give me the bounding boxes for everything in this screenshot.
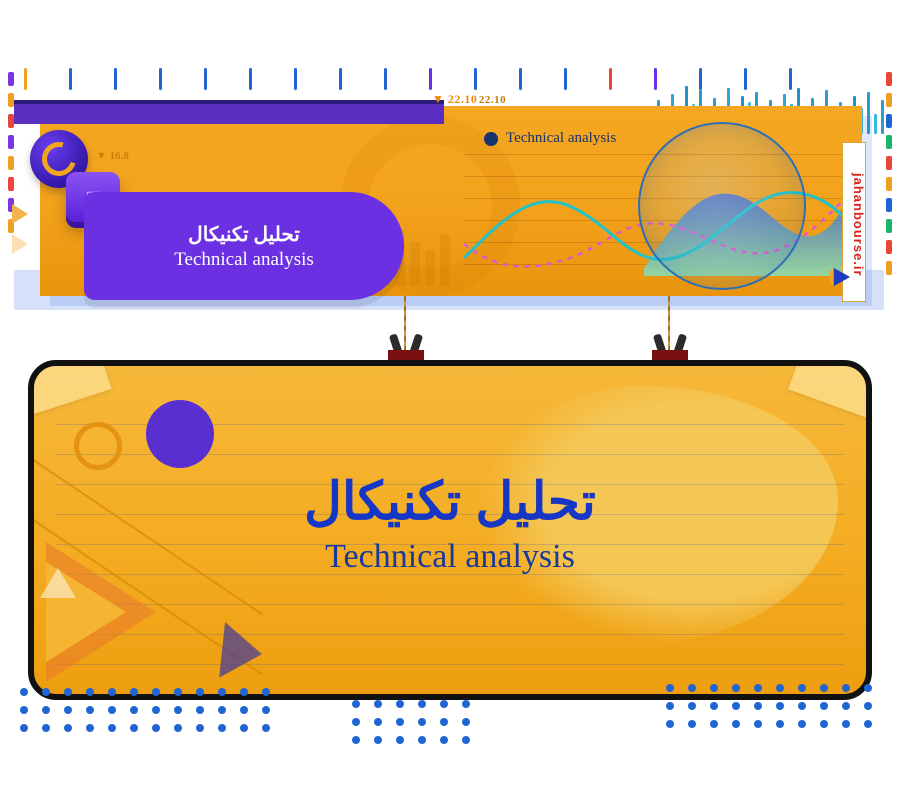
purple-header-bar xyxy=(14,100,444,124)
chart-label: Technical analysis xyxy=(484,130,616,147)
note-title: تحلیل تکنیکال Technical analysis xyxy=(34,472,866,576)
chart-label-dot-icon xyxy=(484,132,498,146)
top-banner-card: ▼ 22.10 22.10 ▼ 16.8 ▣ تحلیل تکنیکال Tec… xyxy=(40,106,862,296)
ticker-main: ▼ 22.10 22.10 xyxy=(432,92,506,107)
title-en: Technical analysis xyxy=(174,249,314,271)
note-card-frame: تحلیل تکنیکال Technical analysis xyxy=(28,360,872,700)
tape-icon xyxy=(28,360,112,417)
dot-grid-mid xyxy=(352,700,474,744)
dot-grid-left xyxy=(20,688,274,732)
deco-triangle-icon xyxy=(12,204,28,224)
note-title-en: Technical analysis xyxy=(34,538,866,576)
blue-triangle-icon xyxy=(219,622,265,682)
outline-circle-icon xyxy=(74,422,122,470)
tape-icon xyxy=(788,360,872,420)
title-callout: تحلیل تکنیکال Technical analysis xyxy=(84,192,404,300)
ticker-secondary: ▼ 16.8 xyxy=(96,150,129,162)
title-fa: تحلیل تکنیکال xyxy=(188,222,300,247)
chart-panel: Technical analysis xyxy=(464,128,844,288)
purple-dot-icon xyxy=(146,400,214,468)
magnifier-lens-icon xyxy=(638,122,806,290)
note-card: تحلیل تکنیکال Technical analysis xyxy=(28,360,872,700)
chart-label-text: Technical analysis xyxy=(506,130,616,147)
play-icon xyxy=(830,266,852,288)
deco-triangle-icon xyxy=(12,234,28,254)
dot-grid-right xyxy=(666,684,876,728)
note-title-fa: تحلیل تکنیکال xyxy=(34,472,866,532)
top-banner: ▼ 22.10 22.10 ▼ 16.8 ▣ تحلیل تکنیکال Tec… xyxy=(14,84,886,304)
